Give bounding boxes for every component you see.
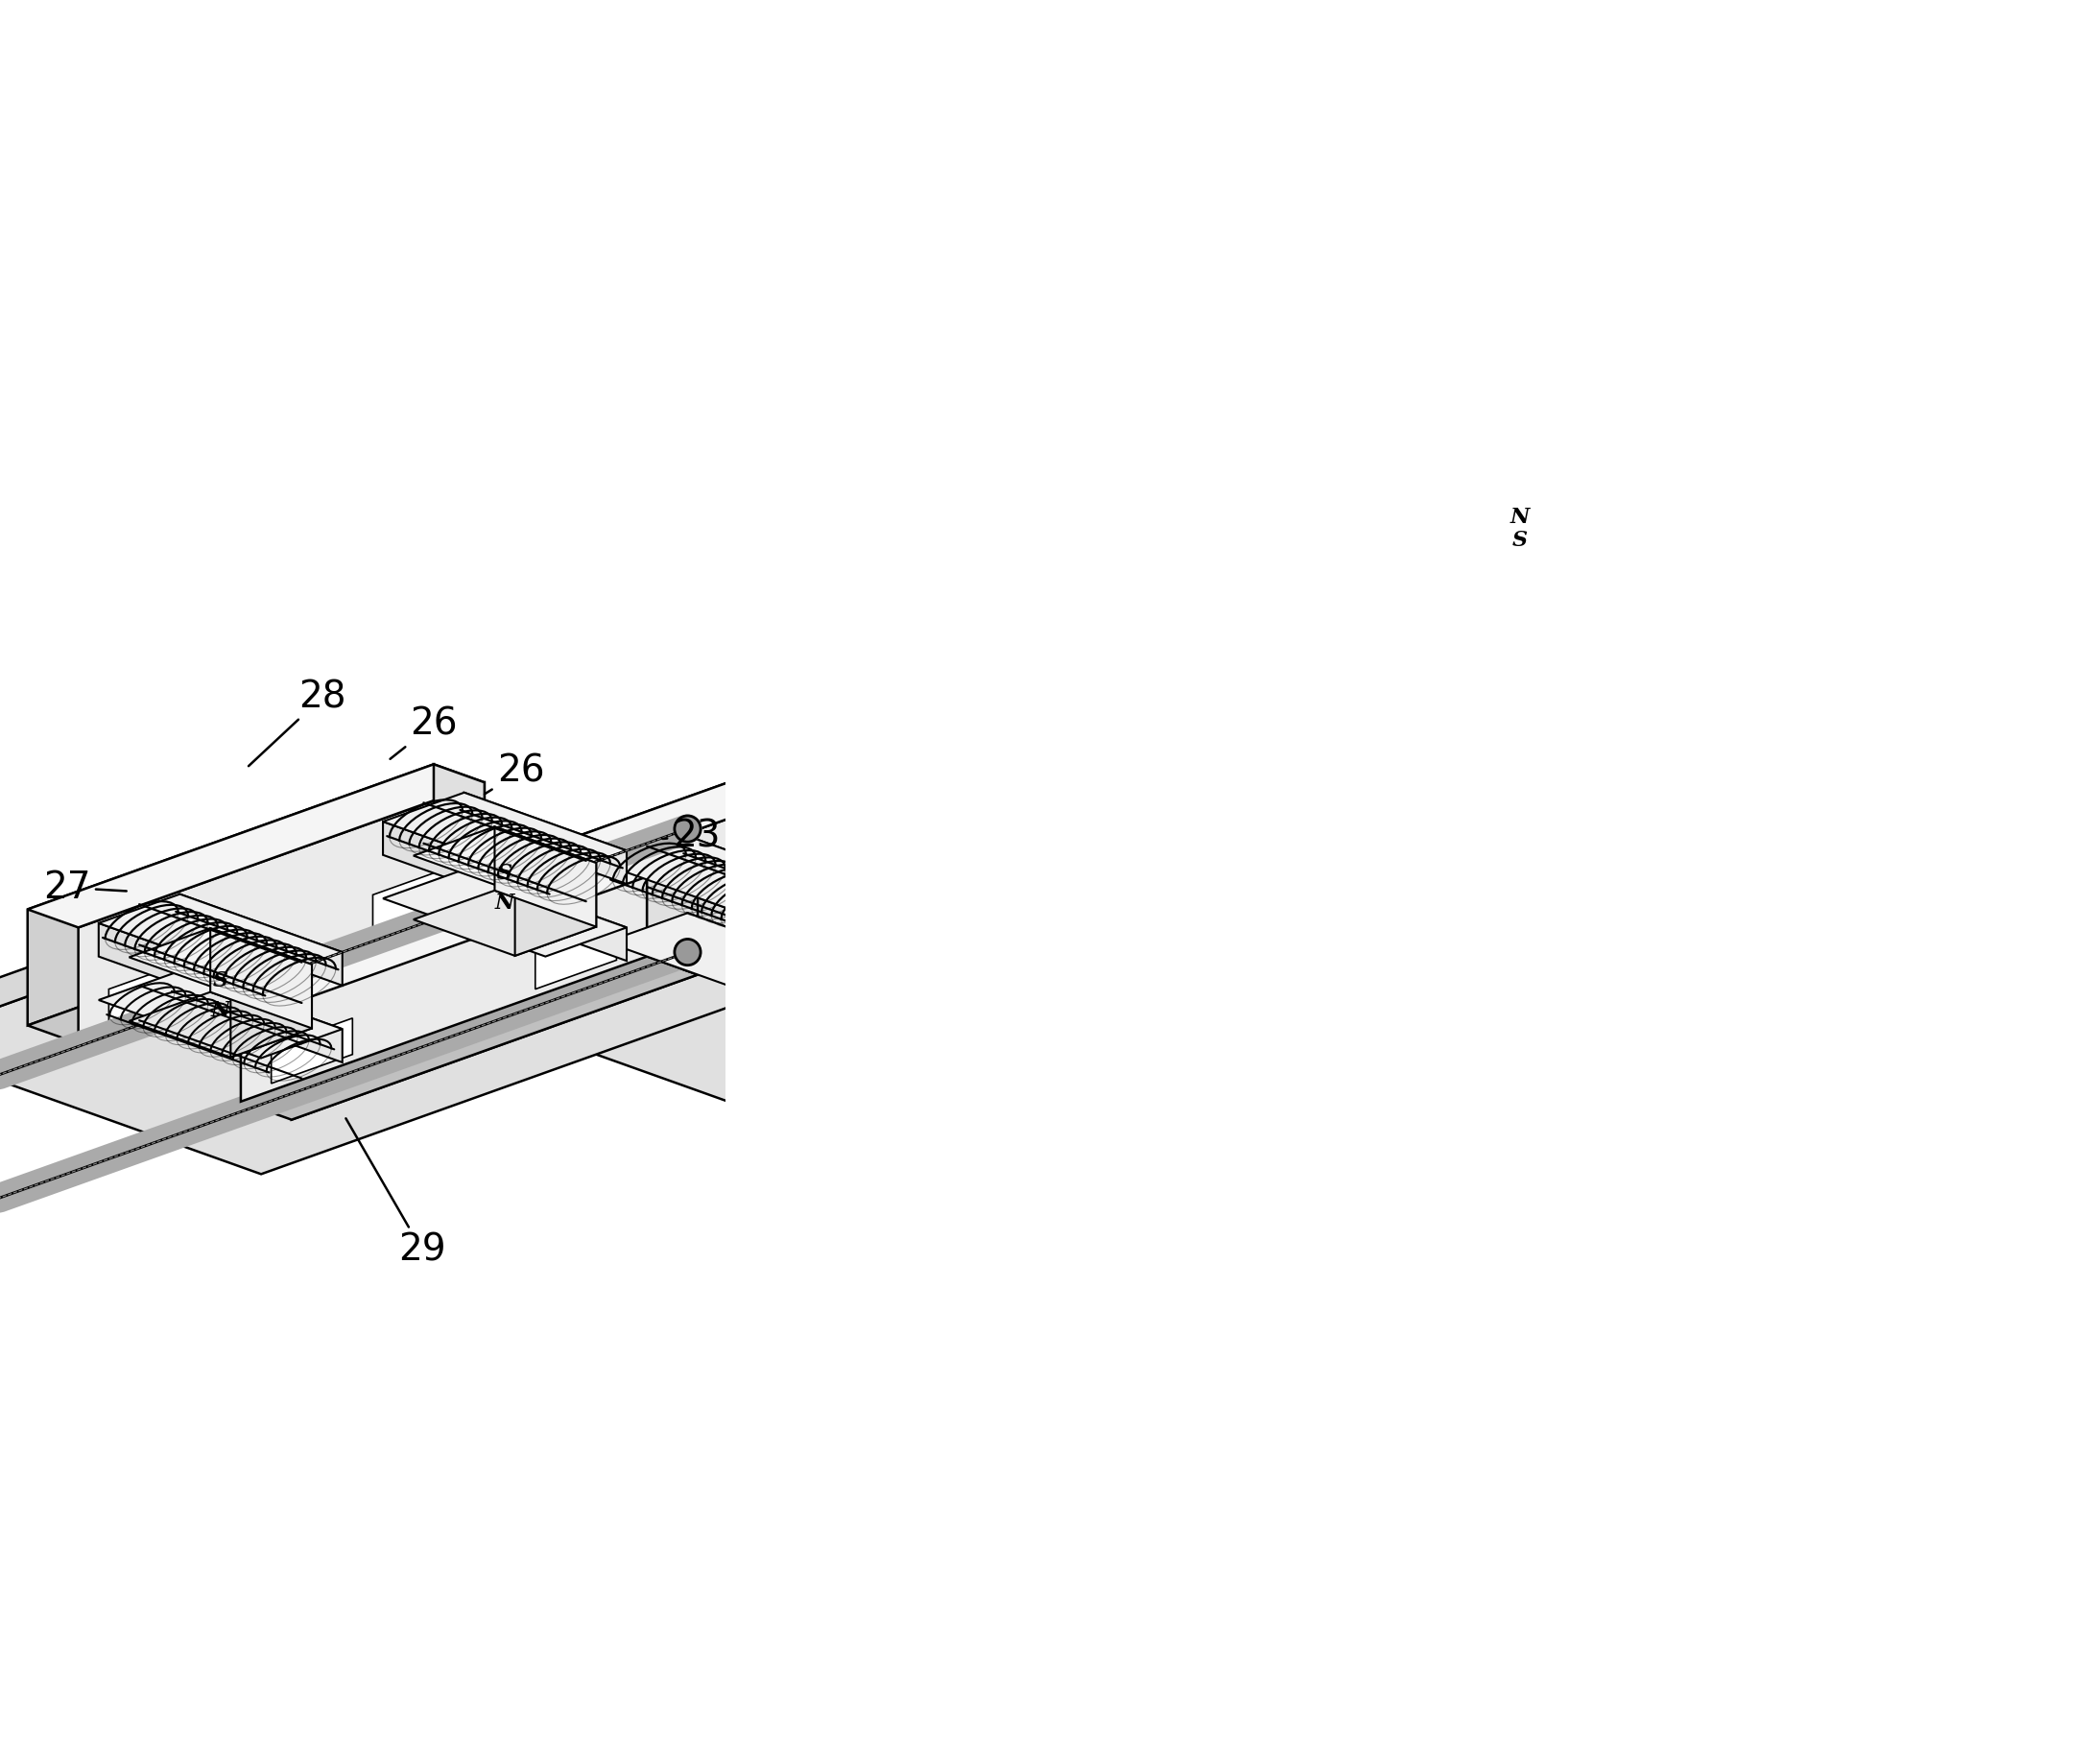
Polygon shape xyxy=(27,764,433,1025)
Polygon shape xyxy=(1155,783,1205,917)
Polygon shape xyxy=(130,991,312,1057)
Polygon shape xyxy=(749,783,1155,1044)
Polygon shape xyxy=(404,753,973,986)
Polygon shape xyxy=(941,706,992,840)
Polygon shape xyxy=(211,928,312,1028)
Polygon shape xyxy=(98,970,343,1058)
Polygon shape xyxy=(230,965,312,1057)
Polygon shape xyxy=(180,970,343,1062)
Polygon shape xyxy=(891,734,1134,822)
Polygon shape xyxy=(891,811,1134,898)
Polygon shape xyxy=(920,646,1105,711)
Text: 27: 27 xyxy=(44,870,126,907)
Polygon shape xyxy=(464,792,628,884)
Text: N: N xyxy=(496,893,515,914)
Polygon shape xyxy=(241,840,646,1101)
Polygon shape xyxy=(0,811,464,1044)
Polygon shape xyxy=(1023,681,1105,774)
Text: 29: 29 xyxy=(345,1118,446,1268)
Polygon shape xyxy=(180,894,343,986)
Polygon shape xyxy=(536,706,992,870)
Polygon shape xyxy=(749,783,1205,946)
Polygon shape xyxy=(1002,646,1105,746)
Polygon shape xyxy=(98,923,262,1014)
Text: S: S xyxy=(1513,529,1527,550)
Circle shape xyxy=(674,815,701,841)
Polygon shape xyxy=(433,764,485,898)
Text: S: S xyxy=(213,970,228,991)
Polygon shape xyxy=(0,840,831,1175)
Polygon shape xyxy=(646,840,699,975)
Polygon shape xyxy=(372,866,454,931)
Polygon shape xyxy=(383,870,628,956)
Circle shape xyxy=(674,938,701,965)
Text: 23: 23 xyxy=(663,818,720,854)
Polygon shape xyxy=(383,792,628,880)
Polygon shape xyxy=(77,783,485,1044)
Polygon shape xyxy=(464,870,628,961)
Polygon shape xyxy=(404,783,1337,1117)
Polygon shape xyxy=(27,880,485,1044)
Polygon shape xyxy=(586,725,992,986)
Polygon shape xyxy=(383,822,546,914)
Polygon shape xyxy=(414,891,596,956)
Polygon shape xyxy=(891,764,1052,856)
Polygon shape xyxy=(973,753,1337,914)
Polygon shape xyxy=(607,914,849,1000)
Text: 26: 26 xyxy=(389,706,458,759)
Polygon shape xyxy=(799,801,1205,1062)
Polygon shape xyxy=(920,709,1105,774)
Polygon shape xyxy=(749,898,1205,1062)
Polygon shape xyxy=(494,827,596,926)
Polygon shape xyxy=(973,811,1134,903)
Polygon shape xyxy=(536,822,992,986)
Polygon shape xyxy=(414,827,596,893)
Polygon shape xyxy=(536,924,617,990)
Polygon shape xyxy=(515,863,596,956)
Text: 28: 28 xyxy=(249,679,347,766)
Polygon shape xyxy=(1044,866,1123,931)
Polygon shape xyxy=(241,840,699,1004)
Text: N: N xyxy=(1510,506,1529,527)
Polygon shape xyxy=(272,1018,351,1083)
Text: N: N xyxy=(211,1000,230,1021)
Polygon shape xyxy=(607,864,770,956)
Polygon shape xyxy=(688,836,849,928)
Polygon shape xyxy=(688,914,849,1004)
Polygon shape xyxy=(973,734,1134,826)
Polygon shape xyxy=(607,836,849,923)
Polygon shape xyxy=(464,811,831,970)
Polygon shape xyxy=(109,960,190,1025)
Polygon shape xyxy=(130,928,312,993)
Polygon shape xyxy=(536,706,941,967)
Polygon shape xyxy=(98,894,343,981)
Text: 26: 26 xyxy=(485,753,544,794)
Polygon shape xyxy=(291,859,699,1120)
Polygon shape xyxy=(27,764,485,928)
Polygon shape xyxy=(778,960,860,1025)
Text: S: S xyxy=(498,863,513,884)
Polygon shape xyxy=(241,956,699,1120)
Polygon shape xyxy=(617,901,699,967)
Polygon shape xyxy=(881,808,962,873)
